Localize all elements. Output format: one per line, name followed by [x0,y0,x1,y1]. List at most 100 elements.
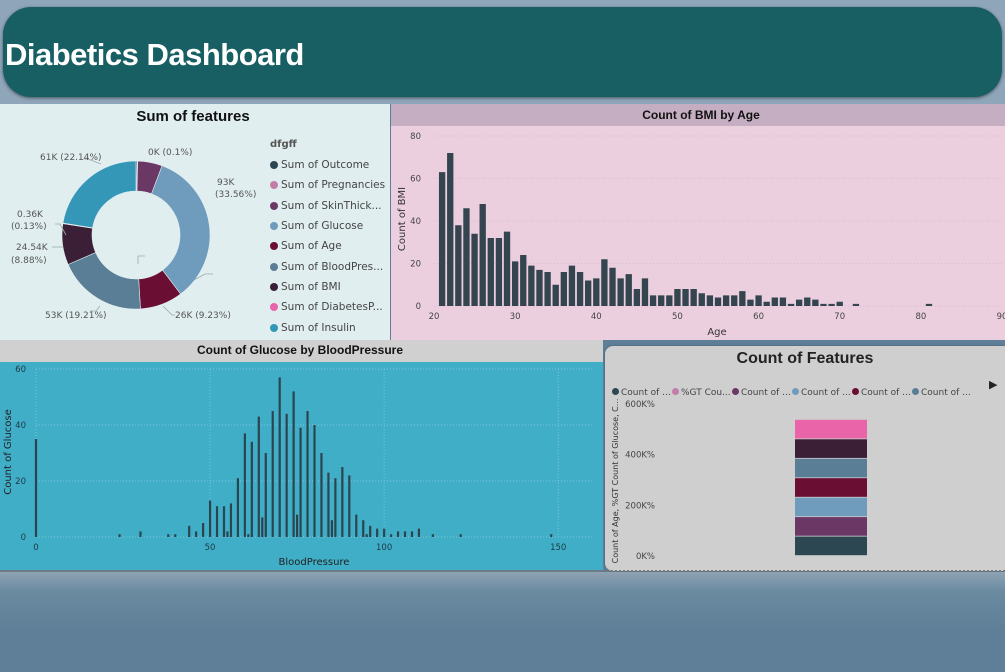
bar[interactable] [511,261,519,306]
bar[interactable] [771,297,778,307]
stack-segment[interactable] [795,478,867,497]
bar[interactable] [257,416,260,537]
bar[interactable] [348,475,351,537]
bar[interactable] [459,534,462,537]
bar[interactable] [658,295,665,306]
legend-item[interactable]: Sum of Pregnancies [270,175,385,195]
bar[interactable] [755,295,762,306]
bar[interactable] [544,272,551,306]
bar[interactable] [247,534,250,537]
legend-item[interactable]: Sum of BloodPres... [270,256,385,276]
stack-segment[interactable] [795,439,867,458]
bar[interactable] [812,299,819,306]
donut-slice[interactable] [151,165,211,295]
glucose-by-bloodpressure-panel[interactable]: Count of Glucose by BloodPressure 0 50 100… [0,340,603,570]
bar[interactable] [649,295,657,306]
bar[interactable] [731,295,738,306]
bar[interactable] [188,525,191,537]
bar[interactable] [174,534,177,537]
features-chart[interactable]: 0K% 200K% 400K% 600K% Count of Age, %GT Cou… [605,346,1005,571]
bar[interactable] [674,289,681,306]
bar[interactable] [320,453,323,537]
bar[interactable] [438,172,446,306]
bar[interactable] [383,528,386,537]
bar[interactable] [698,293,705,306]
bar[interactable] [495,238,503,306]
bar[interactable] [365,534,368,537]
bar[interactable] [250,441,253,537]
bar[interactable] [576,272,584,306]
bar[interactable] [313,425,316,537]
bar[interactable] [236,478,240,537]
stack-segment[interactable] [795,497,867,517]
bar[interactable] [396,531,400,537]
bar[interactable] [836,301,843,306]
bar[interactable] [609,267,616,306]
stack-segment[interactable] [795,419,867,439]
bar[interactable] [560,272,567,306]
bar[interactable] [852,303,860,306]
bar[interactable] [447,153,454,306]
legend-next-arrow-icon[interactable]: ▶ [989,378,998,391]
bar[interactable] [552,284,559,306]
bar[interactable] [376,528,379,537]
bar[interactable] [278,377,281,537]
bar[interactable] [341,467,344,537]
glucose-chart[interactable]: 0 50 100 150 0 20 40 60 BloodPressure Count of… [0,340,603,570]
bar[interactable] [261,517,264,537]
bar[interactable] [487,238,494,306]
bar[interactable] [779,297,787,307]
bar[interactable] [167,534,170,537]
legend-item[interactable]: %GT Cou... [672,388,732,398]
bar[interactable] [739,291,746,306]
bar[interactable] [334,478,337,537]
legend-item[interactable]: Count of ... [732,388,792,398]
bar[interactable] [682,289,689,306]
bmi-chart[interactable]: 20 30 40 50 60 70 80 90 0 20 40 60 80 Age Count of … [391,104,1005,340]
bmi-by-age-panel[interactable]: Count of BMI by Age 20 30 40 50 60 70 80 90 0 20… [391,104,1005,340]
bar[interactable] [118,534,121,537]
donut-chart[interactable] [61,160,211,310]
bar[interactable] [528,265,535,306]
bar[interactable] [714,297,722,307]
bar[interactable] [503,231,511,306]
bar[interactable] [271,411,274,537]
legend-item[interactable]: Sum of Insulin [270,317,385,337]
bar[interactable] [243,433,246,537]
legend-item[interactable]: Count of ... [612,388,672,398]
bar[interactable] [34,439,38,537]
donut-slice[interactable] [62,160,137,229]
bar[interactable] [820,303,827,306]
bar[interactable] [479,204,486,306]
bar[interactable] [330,520,334,537]
legend-item[interactable]: Sum of Outcome [270,155,385,175]
bar[interactable] [536,269,543,306]
bar[interactable] [306,411,309,537]
bar[interactable] [327,472,330,537]
bar[interactable] [601,259,608,306]
legend-item[interactable]: Sum of Glucose [270,216,385,236]
bar[interactable] [355,514,358,537]
bar[interactable] [463,208,470,306]
legend-item[interactable]: Sum of SkinThick... [270,196,385,216]
bar[interactable] [625,274,632,306]
bar[interactable] [389,534,393,537]
bar[interactable] [633,289,641,306]
bar[interactable] [795,299,803,306]
bar[interactable] [202,523,205,537]
count-of-features-panel[interactable]: Count of Features Count of ... %GT Cou...… [605,346,1005,571]
bar[interactable] [641,278,649,306]
bar[interactable] [585,280,592,307]
legend-item[interactable]: Sum of Age [270,236,385,256]
bar[interactable] [593,278,600,306]
legend-item[interactable]: Sum of BMI [270,277,385,297]
bar[interactable] [229,503,233,537]
bar[interactable] [763,301,770,306]
legend-item[interactable]: Count of ... [852,388,912,398]
stack-segment[interactable] [795,458,867,478]
bar[interactable] [292,391,295,537]
stack-segment[interactable] [795,536,867,556]
legend-item[interactable]: Count of ... [912,388,972,398]
bar[interactable] [925,303,933,306]
bar[interactable] [471,233,478,306]
